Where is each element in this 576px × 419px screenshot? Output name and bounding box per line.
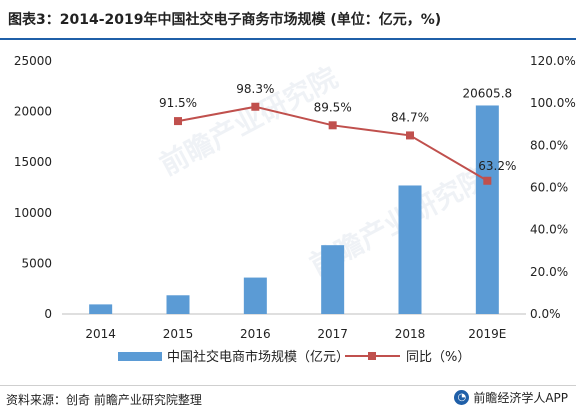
chart-title: 图表3：2014-2019年中国社交电子商务市场规模 (单位：亿元，%) <box>8 12 442 28</box>
y-left-tick-label: 20000 <box>14 105 52 119</box>
brand-logo-icon: ◔ <box>454 390 470 405</box>
bar <box>89 304 113 314</box>
x-tick-label: 2016 <box>240 327 271 341</box>
bar <box>475 105 499 315</box>
bar <box>321 245 345 314</box>
y-right-tick-label: 60.0% <box>530 181 568 195</box>
line-marker <box>251 102 260 111</box>
line-data-label: 89.5% <box>314 100 352 114</box>
footer-divider <box>0 385 576 386</box>
y-right-tick-label: 40.0% <box>530 223 568 237</box>
x-tick-label: 2015 <box>163 327 194 341</box>
line-data-label: 84.7% <box>391 110 429 124</box>
x-tick-label: 2014 <box>85 327 116 341</box>
title-divider <box>0 38 576 40</box>
legend-bar-label: 中国社交电商市场规模（亿元） <box>167 349 349 365</box>
y-right-tick-label: 80.0% <box>530 138 568 152</box>
line-marker <box>406 131 414 140</box>
legend-line-marker <box>368 352 376 360</box>
bar <box>166 295 190 314</box>
combo-chart: 0 5000 10000 15000 20000 25000 0.0% 20.0% 40.0% 6… <box>14 54 576 365</box>
legend-bar-swatch <box>118 352 162 361</box>
x-tick-label: 2018 <box>395 327 426 341</box>
brand: ◔ 前瞻经济学人APP <box>454 389 568 406</box>
bar-data-label: 20605.8 <box>463 86 513 100</box>
line-marker <box>328 121 337 130</box>
y-left-tick-label: 5000 <box>21 256 52 270</box>
y-left-tick-label: 25000 <box>14 54 52 68</box>
y-left-tick-label: 0 <box>44 307 52 321</box>
source-note: 资料来源：创奇 前瞻产业研究院整理 <box>6 393 202 407</box>
line-marker <box>483 176 492 185</box>
brand-name: 前瞻经济学人APP <box>473 391 568 405</box>
line-marker <box>174 117 182 126</box>
y-right-tick-label: 100.0% <box>530 96 576 110</box>
y-right-tick-label: 20.0% <box>530 265 568 279</box>
bar <box>243 277 267 314</box>
line-data-label: 98.3% <box>236 82 274 96</box>
line-series <box>177 105 488 182</box>
y-right-tick-label: 0.0% <box>530 307 561 321</box>
y-left-tick-label: 15000 <box>14 155 52 169</box>
bar <box>398 185 422 314</box>
legend-line-label: 同比（%） <box>406 350 470 365</box>
y-right-tick-label: 120.0% <box>530 54 576 68</box>
x-tick-label: 2019E <box>468 327 506 341</box>
line-data-label: 91.5% <box>159 96 197 110</box>
x-tick-label: 2017 <box>317 327 348 341</box>
line-data-label: 63.2% <box>478 159 516 173</box>
y-left-tick-label: 10000 <box>14 206 52 220</box>
